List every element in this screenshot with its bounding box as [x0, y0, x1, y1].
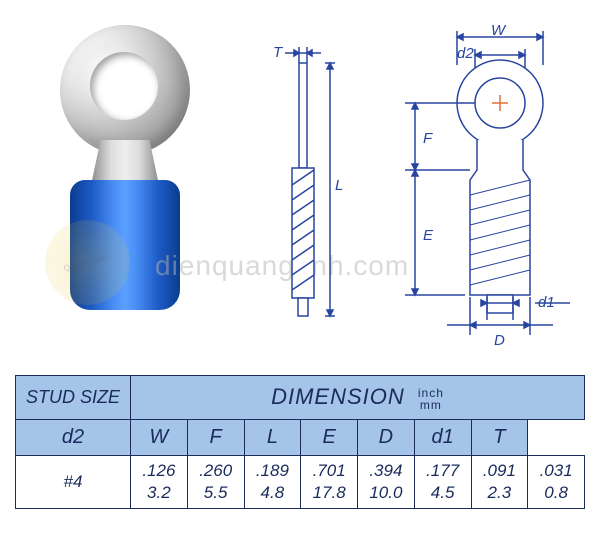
label-W: W	[491, 25, 507, 39]
label-T: T	[273, 44, 284, 61]
col-F: F	[187, 420, 244, 456]
col-W: W	[131, 420, 188, 456]
unit-mm: mm	[418, 399, 444, 411]
val-D: .1774.5	[414, 456, 471, 509]
table-data-row: #4 .1263.2 .2605.5 .1894.8 .70117.8 .394…	[16, 456, 585, 509]
label-L: L	[335, 177, 343, 194]
val-F: .1894.8	[244, 456, 301, 509]
front-view-diagram: W d2 F E d1 D	[375, 25, 585, 355]
table-header-row: STUD SIZE DIMENSION inch mm	[16, 376, 585, 420]
col-E: E	[301, 420, 358, 456]
col-L: L	[244, 420, 301, 456]
side-view-diagram: T L	[265, 35, 345, 345]
unit-inch: inch	[418, 387, 444, 399]
header-dimension: DIMENSION inch mm	[131, 376, 585, 420]
ring-hole	[90, 52, 158, 120]
stud-value: #4	[16, 456, 131, 509]
col-T: T	[471, 420, 528, 456]
dimension-table: STUD SIZE DIMENSION inch mm d2 W F L E D…	[15, 375, 585, 509]
col-d2: d2	[16, 420, 131, 456]
header-dim-text: DIMENSION	[271, 384, 405, 409]
val-T: .0310.8	[528, 456, 585, 509]
unit-stack: inch mm	[418, 387, 444, 411]
val-W: .2605.5	[187, 456, 244, 509]
watermark-logo-text: QUANG ANH	[63, 252, 112, 273]
val-L: .70117.8	[301, 456, 358, 509]
col-D: D	[358, 420, 415, 456]
label-d1: d1	[538, 294, 555, 311]
header-stud: STUD SIZE	[16, 376, 131, 420]
val-d1: .0912.3	[471, 456, 528, 509]
label-E: E	[423, 227, 434, 244]
table-column-row: d2 W F L E D d1 T	[16, 420, 585, 456]
diagram-area: QUANG ANH dienquanganh.com	[0, 0, 600, 380]
val-d2: .1263.2	[131, 456, 188, 509]
watermark-logo: QUANG ANH	[45, 220, 130, 305]
label-D: D	[494, 332, 505, 349]
col-d1: d1	[414, 420, 471, 456]
val-E: .39410.0	[358, 456, 415, 509]
label-F: F	[423, 130, 433, 147]
label-d2: d2	[457, 45, 474, 62]
